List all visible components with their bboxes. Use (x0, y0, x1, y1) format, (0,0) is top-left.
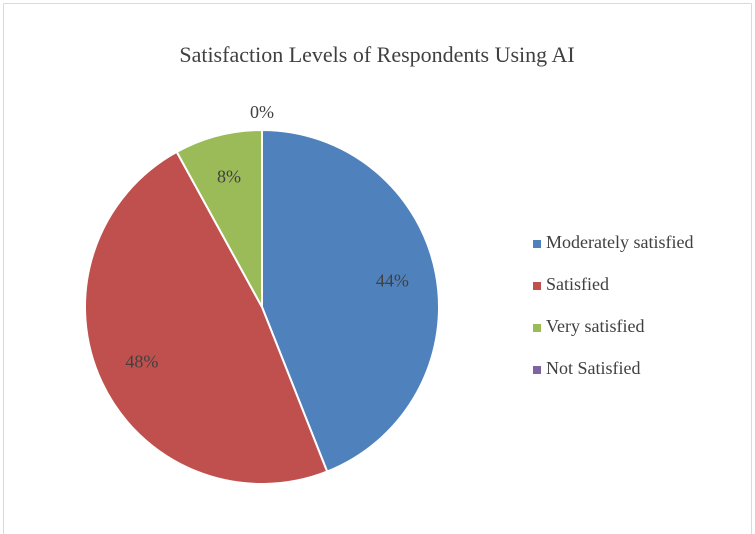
legend-marker (533, 282, 541, 290)
legend-label: Satisfied (546, 274, 609, 294)
legend-marker (533, 240, 541, 248)
data-label: 8% (217, 167, 241, 187)
legend-marker (533, 324, 541, 332)
legend-label: Moderately satisfied (546, 232, 693, 252)
legend-label: Very satisfied (546, 316, 644, 336)
pie-slice (175, 128, 263, 308)
data-label: 44% (376, 270, 409, 290)
legend-marker (533, 366, 541, 374)
pie-slice (84, 150, 329, 485)
chart-title: Satisfaction Levels of Respondents Using… (179, 42, 574, 67)
data-label: 0% (250, 102, 274, 122)
data-label: 48% (125, 352, 158, 372)
legend-label: Not Satisfied (546, 358, 641, 378)
pie-slice (261, 128, 440, 473)
